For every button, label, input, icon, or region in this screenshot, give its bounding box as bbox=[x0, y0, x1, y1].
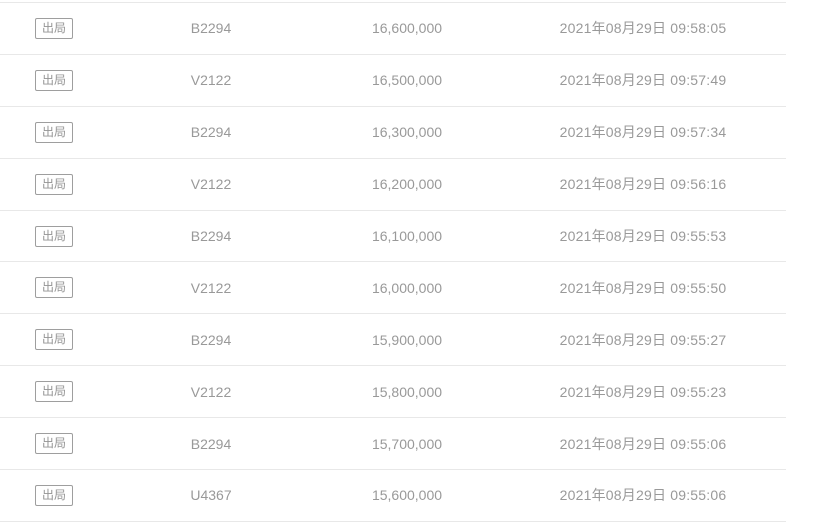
bid-amount: 15,900,000 bbox=[371, 331, 443, 348]
status-badge-label: 出局 bbox=[41, 384, 66, 399]
status-cell: 出局 bbox=[0, 484, 108, 506]
status-badge: 出局 bbox=[34, 121, 73, 143]
status-badge-label: 出局 bbox=[41, 280, 66, 295]
status-badge-label: 出局 bbox=[41, 176, 66, 191]
bid-timestamp: 2021年08月29日 09:57:34 bbox=[559, 124, 727, 141]
bid-timestamp: 2021年08月29日 09:56:16 bbox=[559, 176, 727, 193]
bidder-code: B2294 bbox=[190, 20, 232, 37]
bid-amount: 15,700,000 bbox=[371, 435, 443, 452]
table-row: 出局 V2122 15,800,000 2021年08月29日 09:55:23 bbox=[0, 365, 786, 418]
bidder-code: U4367 bbox=[190, 487, 232, 504]
bid-amount: 15,800,000 bbox=[371, 383, 443, 400]
status-badge: 出局 bbox=[34, 17, 73, 39]
bid-amount: 16,200,000 bbox=[371, 176, 443, 193]
bid-amount: 16,500,000 bbox=[371, 72, 443, 89]
bid-timestamp: 2021年08月29日 09:58:05 bbox=[559, 20, 727, 37]
status-badge: 出局 bbox=[34, 484, 73, 506]
status-cell: 出局 bbox=[0, 173, 108, 195]
bidder-code: V2122 bbox=[190, 72, 232, 89]
status-badge-label: 出局 bbox=[41, 487, 66, 502]
bidder-code: V2122 bbox=[190, 176, 232, 193]
bid-timestamp: 2021年08月29日 09:55:23 bbox=[559, 383, 727, 400]
table-row: 出局 V2122 16,500,000 2021年08月29日 09:57:49 bbox=[0, 53, 786, 106]
status-cell: 出局 bbox=[0, 17, 108, 39]
bidder-code: V2122 bbox=[190, 383, 232, 400]
table-row: 出局 B2294 16,100,000 2021年08月29日 09:55:53 bbox=[0, 209, 786, 262]
status-badge: 出局 bbox=[34, 433, 73, 455]
status-cell: 出局 bbox=[0, 69, 108, 91]
status-badge: 出局 bbox=[34, 381, 73, 403]
bid-amount: 16,600,000 bbox=[371, 20, 443, 37]
status-badge: 出局 bbox=[34, 225, 73, 247]
status-cell: 出局 bbox=[0, 121, 108, 143]
status-badge-label: 出局 bbox=[41, 124, 66, 139]
table-row: 出局 B2294 15,900,000 2021年08月29日 09:55:27 bbox=[0, 313, 786, 366]
status-cell: 出局 bbox=[0, 277, 108, 299]
bid-timestamp: 2021年08月29日 09:55:50 bbox=[559, 279, 727, 296]
bidder-code: B2294 bbox=[190, 435, 232, 452]
status-cell: 出局 bbox=[0, 433, 108, 455]
table-row: 出局 U4367 15,600,000 2021年08月29日 09:55:06 bbox=[0, 469, 786, 521]
table-row: 出局 V2122 16,000,000 2021年08月29日 09:55:50 bbox=[0, 261, 786, 314]
bidder-code: B2294 bbox=[190, 331, 232, 348]
status-badge-label: 出局 bbox=[41, 332, 66, 347]
bid-amount: 16,100,000 bbox=[371, 228, 443, 244]
status-badge-label: 出局 bbox=[41, 20, 66, 35]
bid-timestamp: 2021年08月29日 09:57:49 bbox=[559, 72, 727, 89]
status-cell: 出局 bbox=[0, 225, 108, 247]
status-cell: 出局 bbox=[0, 381, 108, 403]
bid-amount: 15,600,000 bbox=[371, 487, 443, 504]
table-row: 出局 B2294 16,300,000 2021年08月29日 09:57:34 bbox=[0, 105, 786, 158]
bid-timestamp: 2021年08月29日 09:55:27 bbox=[559, 331, 727, 348]
bid-amount: 16,300,000 bbox=[371, 124, 443, 141]
bid-history-table: 出局 B2294 16,600,000 2021年08月29日 09:58:05… bbox=[0, 2, 786, 522]
status-badge-label: 出局 bbox=[41, 72, 66, 87]
status-badge-label: 出局 bbox=[41, 436, 66, 451]
status-badge: 出局 bbox=[34, 173, 73, 195]
bid-timestamp: 2021年08月29日 09:55:06 bbox=[559, 487, 727, 504]
bidder-code: B2294 bbox=[190, 228, 232, 244]
status-badge: 出局 bbox=[34, 329, 73, 351]
bid-timestamp: 2021年08月29日 09:55:53 bbox=[559, 228, 727, 244]
bid-timestamp: 2021年08月29日 09:55:06 bbox=[559, 435, 727, 452]
table-row: 出局 V2122 16,200,000 2021年08月29日 09:56:16 bbox=[0, 157, 786, 210]
bidder-code: B2294 bbox=[190, 124, 232, 141]
status-cell: 出局 bbox=[0, 329, 108, 351]
bid-amount: 16,000,000 bbox=[371, 279, 443, 296]
status-badge: 出局 bbox=[34, 69, 73, 91]
bidder-code: V2122 bbox=[190, 279, 232, 296]
status-badge-label: 出局 bbox=[41, 228, 66, 243]
table-row: 出局 B2294 16,600,000 2021年08月29日 09:58:05 bbox=[0, 2, 786, 54]
table-row: 出局 B2294 15,700,000 2021年08月29日 09:55:06 bbox=[0, 417, 786, 470]
status-badge: 出局 bbox=[34, 277, 73, 299]
